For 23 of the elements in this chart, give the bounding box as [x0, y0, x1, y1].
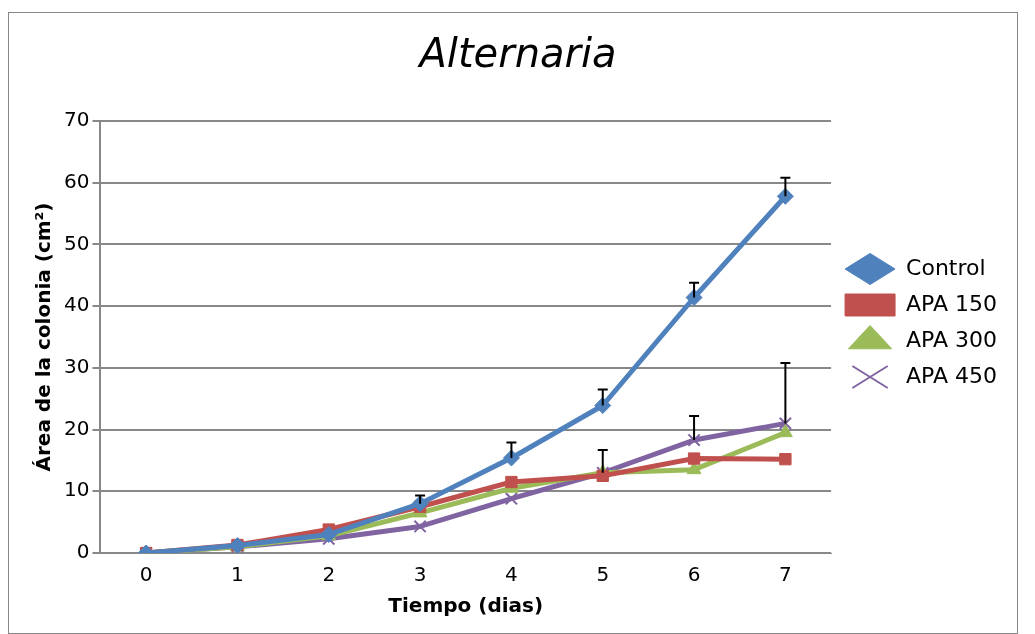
x-tick-label: 6: [687, 562, 701, 587]
y-tick-label: 10: [64, 477, 90, 502]
y-tick-label: 40: [64, 292, 90, 317]
y-tick-label: 70: [64, 107, 90, 132]
y-tick-label: 30: [64, 354, 90, 379]
chart-title: Alternaria: [416, 30, 617, 77]
legend-label: Control: [906, 254, 986, 280]
x-tick-label: 2: [322, 562, 336, 587]
x-axis-title: Tiempo (dias): [388, 593, 544, 618]
legend-label: APA 150: [906, 290, 998, 316]
legend-label: APA 300: [906, 326, 998, 352]
x-tick-label: 0: [139, 562, 153, 587]
y-tick-label: 60: [64, 168, 90, 193]
y-tick-label: 20: [64, 415, 90, 440]
x-tick-label: 7: [779, 562, 792, 587]
x-tick-label: 4: [505, 562, 518, 587]
x-tick-label: 1: [231, 562, 244, 587]
legend-label: APA 450: [906, 362, 998, 388]
y-tick-label: 50: [64, 230, 90, 255]
x-tick-label: 5: [596, 562, 610, 587]
y-axis-title: Área de la colonia (cm²): [31, 202, 56, 472]
y-tick-label: 0: [76, 539, 90, 564]
x-tick-label: 3: [413, 562, 427, 587]
